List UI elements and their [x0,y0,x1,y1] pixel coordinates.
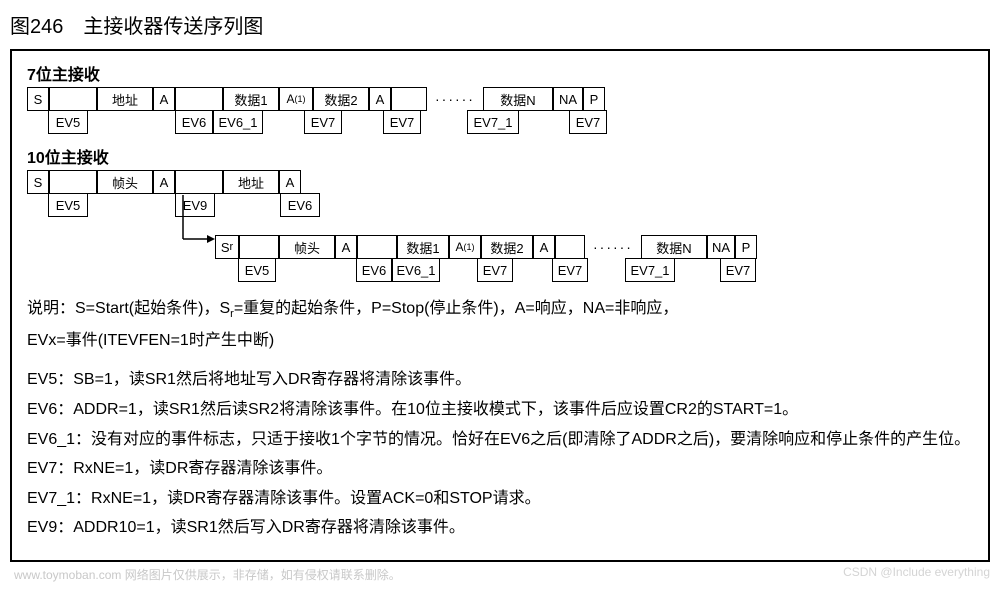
seq10a-bottom-row: EV5 EV9 EV6 [27,193,973,217]
box-a1: A(1) [449,235,481,259]
box-ev5: EV5 [48,193,88,217]
box-sr: Sr [215,235,239,259]
dots: ······ [427,91,483,107]
box-ev6: EV6 [175,110,213,134]
box-datan: 数据N [483,87,553,111]
box-ev7-1: EV7_1 [625,258,675,282]
box-p: P [735,235,757,259]
desc-ev6-1: EV6_1：没有对应的事件标志，只适于接收1个字节的情况。恰好在EV6之后(即清… [27,427,973,453]
sequence-10bit-a: S 帧头 A 地址 A EV5 EV9 EV6 [27,170,973,217]
box-gap [555,235,585,259]
desc-ev7: EV7：RxNE=1，读DR寄存器清除该事件。 [27,456,973,482]
box-a: A [153,170,175,194]
box-ev7: EV7 [383,110,421,134]
box-na: NA [707,235,735,259]
box-ev7-1: EV7_1 [467,110,519,134]
box-ev5: EV5 [238,258,276,282]
seq7-top-row: S 地址 A 数据1 A(1) 数据2 A ······ 数据N NA P [27,87,973,111]
box-ev7: EV7 [720,258,756,282]
box-a: A [153,87,175,111]
seq10b-bottom-row: EV5 EV6 EV6_1 EV7 EV7 EV7_1 EV7 [215,258,973,282]
desc-intro: 说明：S=Start(起始条件)，Sr=重复的起始条件，P=Stop(停止条件)… [27,296,973,324]
figure-title: 图246 主接收器传送序列图 [10,10,990,39]
box-addr: 地址 [223,170,279,194]
sequence-7bit: S 地址 A 数据1 A(1) 数据2 A ······ 数据N NA P EV… [27,87,973,134]
diagram-frame: 7位主接收 S 地址 A 数据1 A(1) 数据2 A ······ 数据N N… [10,49,990,562]
box-ev7: EV7 [569,110,607,134]
box-gap [49,170,97,194]
box-a: A [369,87,391,111]
box-gap [175,170,223,194]
box-header: 帧头 [97,170,153,194]
section-7bit-title: 7位主接收 [27,61,973,85]
box-data2: 数据2 [481,235,533,259]
desc-ev9: EV9：ADDR10=1，读SR1然后写入DR寄存器将清除该事件。 [27,515,973,541]
box-ev7: EV7 [552,258,588,282]
box-a: A [279,170,301,194]
box-a: A [533,235,555,259]
sequence-10bit-b: Sr 帧头 A 数据1 A(1) 数据2 A ······ 数据N NA P E… [215,235,973,282]
section-10bit-title: 10位主接收 [27,144,973,168]
box-ev5: EV5 [48,110,88,134]
box-gap [49,87,97,111]
box-na: NA [553,87,583,111]
desc-ev7-1: EV7_1：RxNE=1，读DR寄存器清除该事件。设置ACK=0和STOP请求。 [27,486,973,512]
seq7-bottom-row: EV5 EV6 EV6_1 EV7 EV7 EV7_1 EV7 [27,110,973,134]
box-header: 帧头 [279,235,335,259]
box-gap [391,87,427,111]
desc-ev6: EV6：ADDR=1，读SR1然后读SR2将清除该事件。在10位主接收模式下，该… [27,397,973,423]
box-data1: 数据1 [397,235,449,259]
seq10a-top-row: S 帧头 A 地址 A [27,170,973,194]
box-ev7: EV7 [304,110,342,134]
box-a: A [335,235,357,259]
watermark-left: www.toymoban.com 网络图片仅供展示，非存储，如有侵权请联系删除。 [10,566,401,583]
box-s: S [27,170,49,194]
box-data2: 数据2 [313,87,369,111]
watermark-row: www.toymoban.com 网络图片仅供展示，非存储，如有侵权请联系删除。… [10,562,990,583]
box-ev7: EV7 [477,258,513,282]
box-ev6: EV6 [356,258,392,282]
seq10b-top-row: Sr 帧头 A 数据1 A(1) 数据2 A ······ 数据N NA P [215,235,973,259]
arrow-icon [177,195,217,250]
box-ev6-1: EV6_1 [392,258,440,282]
description-block: 说明：S=Start(起始条件)，Sr=重复的起始条件，P=Stop(停止条件)… [27,296,973,541]
box-s: S [27,87,49,111]
box-a1: A(1) [279,87,313,111]
box-datan: 数据N [641,235,707,259]
box-gap [357,235,397,259]
box-data1: 数据1 [223,87,279,111]
box-ev6: EV6 [280,193,320,217]
watermark-right: CSDN @Include everything [843,565,990,579]
box-gap [239,235,279,259]
box-p: P [583,87,605,111]
arrow-connector [27,217,973,235]
box-addr: 地址 [97,87,153,111]
box-ev6-1: EV6_1 [213,110,263,134]
desc-intro2: EVx=事件(ITEVFEN=1时产生中断) [27,328,973,354]
desc-ev5: EV5：SB=1，读SR1然后将地址写入DR寄存器将清除该事件。 [27,367,973,393]
box-gap [175,87,223,111]
dots: ······ [585,239,641,255]
